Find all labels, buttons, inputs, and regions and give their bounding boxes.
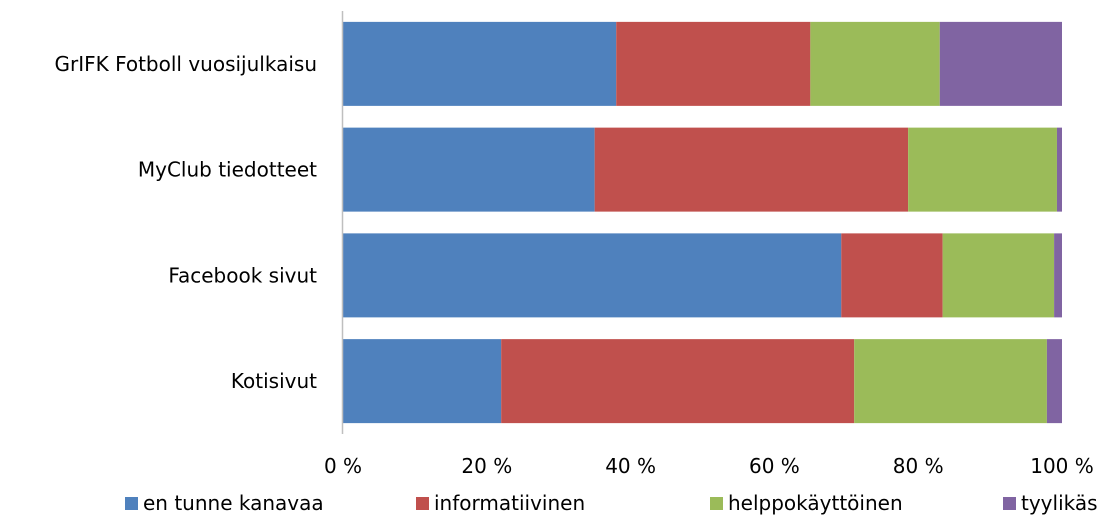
- x-tick-label: 20 %: [461, 454, 512, 478]
- bar-segment-1-4: [939, 21, 1062, 106]
- x-tick-label: 100 %: [1030, 454, 1094, 478]
- legend-label: tyylikäs: [1021, 491, 1098, 515]
- legend-swatch: [416, 497, 429, 510]
- bar-segment-2-2: [594, 127, 909, 212]
- legend-swatch: [125, 497, 138, 510]
- bar-segment-2-4: [1056, 127, 1062, 212]
- bar-segment-1-1: [343, 21, 617, 106]
- x-tick-label: 40 %: [605, 454, 656, 478]
- legend-label: en tunne kanavaa: [143, 491, 324, 515]
- x-tick-labels: 0 % 20 % 40 % 60 % 80 % 100 %: [324, 454, 1094, 478]
- bar-segment-4-2: [501, 339, 855, 424]
- bar-segment-3-4: [1054, 233, 1062, 318]
- legend-swatch: [1003, 497, 1016, 510]
- bar-segment-2-3: [908, 127, 1057, 212]
- bar-segment-3-2: [841, 233, 943, 318]
- x-tick-label: 80 %: [893, 454, 944, 478]
- legend-label: informatiivinen: [434, 491, 585, 515]
- category-label: GrIFK Fotboll vuosijulkaisu: [54, 52, 317, 76]
- x-tick-label: 60 %: [749, 454, 800, 478]
- bar-segment-3-3: [942, 233, 1055, 318]
- x-tick-label: 0 %: [324, 454, 362, 478]
- bar-segment-2-1: [343, 127, 595, 212]
- bars-group: [343, 21, 1062, 424]
- category-label: Facebook sivut: [168, 263, 317, 287]
- legend-swatch: [710, 497, 723, 510]
- bar-segment-4-3: [854, 339, 1047, 424]
- legend: en tunne kanavaa informatiivinen helppokäy…: [125, 491, 1098, 515]
- category-labels: GrIFK Fotboll vuosijulkaisu MyClub tiedot…: [54, 52, 317, 393]
- legend-label: helppokäyttöinen: [728, 491, 903, 515]
- bar-segment-1-3: [810, 21, 940, 106]
- bar-segment-4-1: [343, 339, 502, 424]
- category-label: MyClub tiedotteet: [138, 158, 317, 182]
- bar-segment-4-4: [1046, 339, 1062, 424]
- bar-segment-1-2: [616, 21, 811, 106]
- bar-segment-3-1: [343, 233, 842, 318]
- category-label: Kotisivut: [231, 369, 317, 393]
